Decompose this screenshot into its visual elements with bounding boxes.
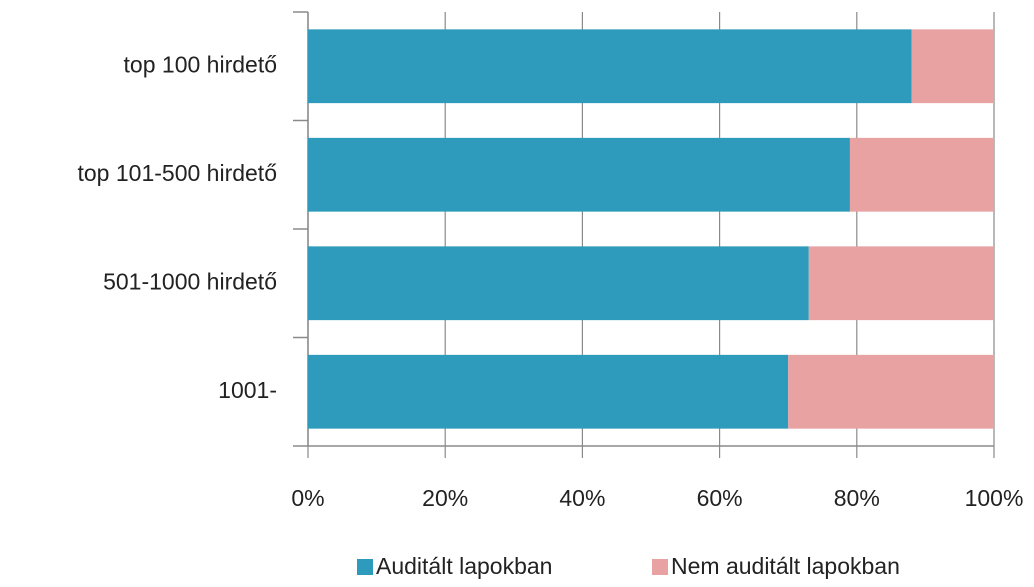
legend-label: Nem auditált lapokban [671,553,900,579]
legend-swatch [652,559,668,575]
x-tick-label: 40% [559,485,605,511]
bar [308,354,789,429]
y-tick-label: top 100 hirdető [124,51,277,77]
bar [788,354,994,429]
legend-swatch [357,559,373,575]
x-tick-label: 20% [422,485,468,511]
legend-label: Auditált lapokban [376,553,552,579]
bar [308,246,809,321]
y-tick-label: 501-1000 hirdető [103,268,277,294]
bar [808,246,994,321]
bar [308,29,912,104]
bar [911,29,994,104]
bar [849,137,994,212]
x-tick-label: 80% [834,485,880,511]
x-tick-label: 100% [965,485,1024,511]
y-tick-label: top 101-500 hirdető [78,160,278,186]
x-tick-label: 0% [291,485,324,511]
bar [308,137,850,212]
x-tick-label: 60% [697,485,743,511]
y-tick-label: 1001- [218,377,277,403]
